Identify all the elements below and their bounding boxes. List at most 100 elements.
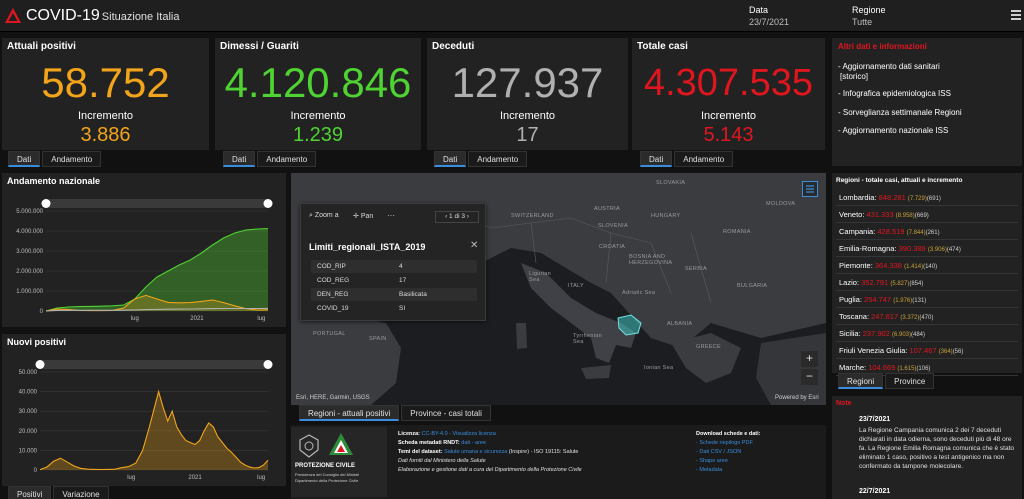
kpi-increment-value: 3.886 xyxy=(80,124,131,146)
date-value[interactable]: 23/7/2021 xyxy=(749,17,790,27)
popup-pager[interactable]: ‹ 1 di 3 › xyxy=(435,211,479,223)
tab-andamento[interactable]: Andamento xyxy=(468,151,528,167)
popup-row: COD_RIP 4 xyxy=(311,260,477,273)
region-name: Lombardia xyxy=(839,193,875,202)
tab-positivi[interactable]: Positivi xyxy=(8,486,52,499)
download-title: Download schede e dati: xyxy=(696,431,761,437)
notes-panel: Note 23/7/2021 La Regione Campania comun… xyxy=(832,396,1022,499)
tab-dati[interactable]: Dati xyxy=(640,151,673,167)
y-tick-label: 30.000 xyxy=(19,409,38,415)
map-label: ROMANIA xyxy=(723,229,751,235)
slider-start-handle[interactable] xyxy=(35,360,45,369)
series-area xyxy=(46,228,268,311)
licenza-link[interactable]: CC-BY-4.0 xyxy=(421,431,448,437)
region-increment: (131) xyxy=(912,298,927,304)
time-slider-track[interactable] xyxy=(40,360,268,369)
tab-dati[interactable]: Dati xyxy=(434,151,467,167)
popup-more-button[interactable]: ··· xyxy=(387,211,395,220)
region-row[interactable]: Toscana: 247.617 (3.372)(470) xyxy=(836,308,1018,325)
region-row[interactable]: Friuli Venezia Giulia: 107.467 (364)(56) xyxy=(836,342,1018,359)
time-slider-track[interactable] xyxy=(46,199,268,208)
region-row[interactable]: Piemonte: 364.338 (1.414)(140) xyxy=(836,257,1018,274)
map-powered-by[interactable]: Powered by Esri xyxy=(775,395,819,401)
zoom-in-button[interactable]: + xyxy=(801,351,818,367)
map-label: Ionian Sea xyxy=(644,365,674,371)
series-area xyxy=(40,391,268,470)
region-row[interactable]: Emilia-Romagna: 390.389 (3.906)(474) xyxy=(836,240,1018,257)
kpi-tabs-1: Dati Andamento xyxy=(8,151,103,169)
download-csv-link[interactable]: - Dati CSV / JSON xyxy=(696,449,742,455)
popup-row: COD_REG 17 xyxy=(317,277,407,284)
slider-end-handle[interactable] xyxy=(263,199,273,208)
kpi-increment-value: 17 xyxy=(516,124,539,146)
region-row[interactable]: Puglia: 254.747 (1.976)(131) xyxy=(836,291,1018,308)
region-current: (1.615) xyxy=(897,366,917,372)
map-label: SERBIA xyxy=(685,266,707,272)
region-name: Sicilia xyxy=(839,329,859,338)
tab-regioni-attuali-positivi[interactable]: Regioni - attuali positivi xyxy=(299,405,400,421)
kpi-dimessi-guariti: Dimessi / Guariti 4.120.846 Incremento 1… xyxy=(215,38,421,150)
region-name: Veneto xyxy=(839,210,863,219)
map-label: SPAIN xyxy=(369,336,387,342)
region-row[interactable]: Sicilia: 237.902 (6.903)(484) xyxy=(836,325,1018,342)
tab-variazione[interactable]: Variazione xyxy=(53,486,109,499)
region-value[interactable]: Tutte xyxy=(852,17,873,27)
tab-andamento[interactable]: Andamento xyxy=(674,151,734,167)
zoom-out-button[interactable]: − xyxy=(801,369,818,385)
x-tick-label: 2021 xyxy=(190,316,204,322)
region-name: Friuli Venezia Giulia xyxy=(839,346,906,355)
region-increment: (691) xyxy=(926,196,941,202)
download-pdf-link[interactable]: - Schede riepilogo PDF xyxy=(696,440,753,446)
chart-title: Andamento nazionale xyxy=(7,176,101,186)
region-current: (1.414) xyxy=(904,264,924,270)
slider-end-handle[interactable] xyxy=(263,360,273,369)
download-metadata-link[interactable]: - Metadata xyxy=(696,467,723,473)
map-label: BOSNIA AND HERZEGOVINA xyxy=(629,254,673,266)
tab-province-casi-totali[interactable]: Province - casi totali xyxy=(401,405,491,421)
download-shape-link[interactable]: - Shape aree xyxy=(696,458,728,464)
info-link-dati-sanitari[interactable]: - Aggiornamento dati sanitari xyxy=(838,62,940,71)
popup-pan-button[interactable]: ✛ Pan xyxy=(353,213,374,220)
region-row[interactable]: Veneto: 431.333 (8.958)(669) xyxy=(836,206,1018,223)
region-current: (1.976) xyxy=(893,298,913,304)
region-row[interactable]: Campania: 428.519 (7.844)(261) xyxy=(836,223,1018,240)
region-increment: (140) xyxy=(923,264,938,270)
tab-province[interactable]: Province xyxy=(885,373,935,389)
kpi-title: Attuali positivi xyxy=(7,41,76,52)
info-link-storico[interactable]: [storico] xyxy=(840,72,869,81)
map-label: GREECE xyxy=(696,344,722,350)
tab-dati[interactable]: Dati xyxy=(8,151,41,167)
map-label: ALBANIA xyxy=(667,321,693,327)
region-row[interactable]: Lazio: 352.791 (5.827)(854) xyxy=(836,274,1018,291)
info-link-iss[interactable]: - Aggiornamento nazionale ISS xyxy=(838,126,949,135)
chevron-right-icon[interactable]: › xyxy=(466,213,469,220)
tab-andamento[interactable]: Andamento xyxy=(257,151,317,167)
info-link-sorveglianza[interactable]: - Sorveglianza settimanale Regioni xyxy=(838,108,962,117)
map-attribution: Esri, HERE, Garmin, USGS xyxy=(296,395,370,401)
popup-zoom-button[interactable]: ⌕ Zoom a xyxy=(309,212,339,219)
chart-tabs: Positivi Variazione xyxy=(8,486,111,499)
protezione-civile-block: PROTEZIONE CIVILE Presidenza del Consigl… xyxy=(291,427,387,497)
y-tick-label: 50.000 xyxy=(19,370,38,376)
map-label: Tyrrhenian Sea xyxy=(573,333,602,345)
kpi-title: Totale casi xyxy=(637,41,688,52)
visualizza-licenza-link[interactable]: - Visualizza licenza xyxy=(449,431,496,437)
info-link-infografica[interactable]: - Infografica epidemiologica ISS xyxy=(838,89,951,98)
region-row[interactable]: Lombardia: 848.281 (7.729)(691) xyxy=(836,189,1018,206)
popup-close-icon[interactable]: ✕ xyxy=(470,240,479,251)
tab-dati[interactable]: Dati xyxy=(223,151,256,167)
region-current: (7.729) xyxy=(907,196,927,202)
slider-start-handle[interactable] xyxy=(41,199,51,208)
tab-regioni[interactable]: Regioni xyxy=(838,373,884,389)
menu-icon[interactable] xyxy=(1011,10,1021,20)
region-label: Regione xyxy=(852,5,886,15)
tab-andamento[interactable]: Andamento xyxy=(42,151,102,167)
region-current: (8.958) xyxy=(895,213,915,219)
temi-link[interactable]: Salute umana e sicurezza xyxy=(444,449,508,455)
layer-list-button[interactable] xyxy=(802,181,818,197)
popup-row: COVID_19 SI xyxy=(317,305,406,312)
chevron-left-icon[interactable]: ‹ xyxy=(445,213,448,220)
region-current: (7.844) xyxy=(906,230,926,236)
metadati-link[interactable]: dati - aree xyxy=(461,440,487,446)
region-total: 104.669 xyxy=(868,363,896,372)
